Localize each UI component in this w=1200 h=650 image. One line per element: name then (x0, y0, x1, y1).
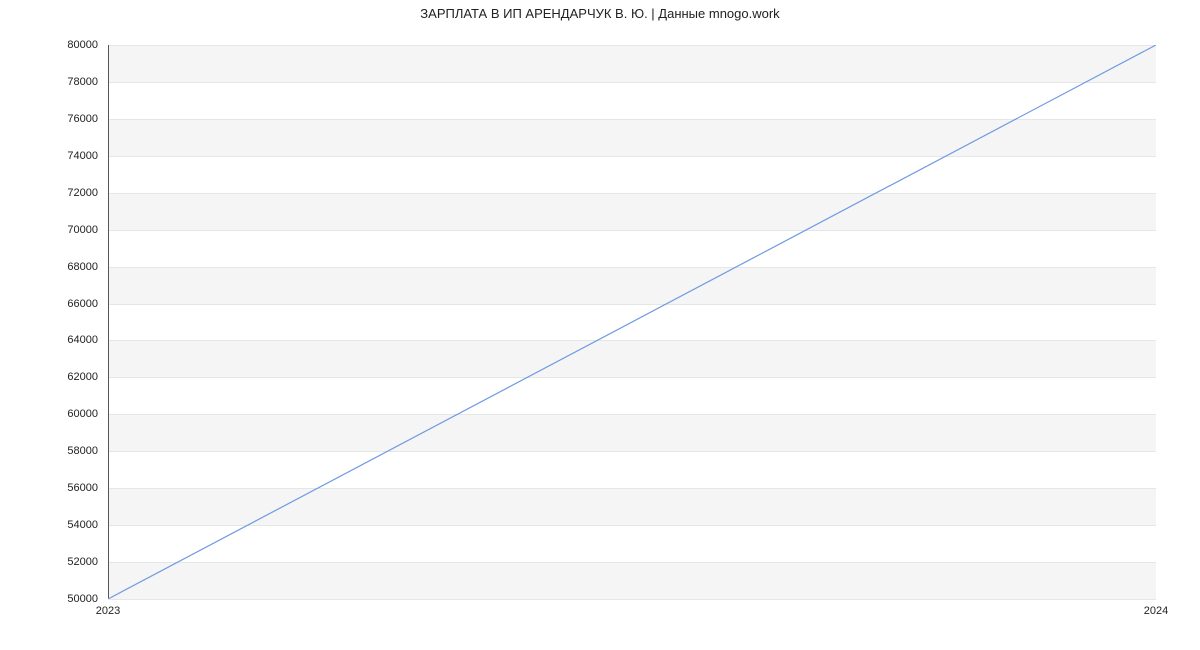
chart-title: ЗАРПЛАТА В ИП АРЕНДАРЧУК В. Ю. | Данные … (0, 6, 1200, 21)
y-tick-label: 80000 (48, 39, 98, 51)
y-tick-label: 70000 (48, 224, 98, 236)
y-tick-label: 66000 (48, 298, 98, 310)
y-tick-label: 72000 (48, 187, 98, 199)
series-svg (108, 45, 1156, 599)
y-tick-label: 68000 (48, 261, 98, 273)
y-tick-label: 62000 (48, 371, 98, 383)
y-tick-label: 54000 (48, 519, 98, 531)
x-tick-label: 2023 (96, 605, 120, 617)
y-tick-label: 50000 (48, 593, 98, 605)
y-tick-label: 76000 (48, 113, 98, 125)
y-gridline (108, 599, 1156, 600)
y-tick-label: 60000 (48, 408, 98, 420)
y-tick-label: 64000 (48, 334, 98, 346)
y-tick-label: 58000 (48, 445, 98, 457)
salary-line-chart: ЗАРПЛАТА В ИП АРЕНДАРЧУК В. Ю. | Данные … (0, 0, 1200, 650)
y-tick-label: 52000 (48, 556, 98, 568)
plot-area: 5000052000540005600058000600006200064000… (108, 45, 1156, 599)
y-tick-label: 78000 (48, 76, 98, 88)
series-line-salary (108, 45, 1156, 599)
x-tick-label: 2024 (1144, 605, 1168, 617)
y-tick-label: 74000 (48, 150, 98, 162)
y-tick-label: 56000 (48, 482, 98, 494)
